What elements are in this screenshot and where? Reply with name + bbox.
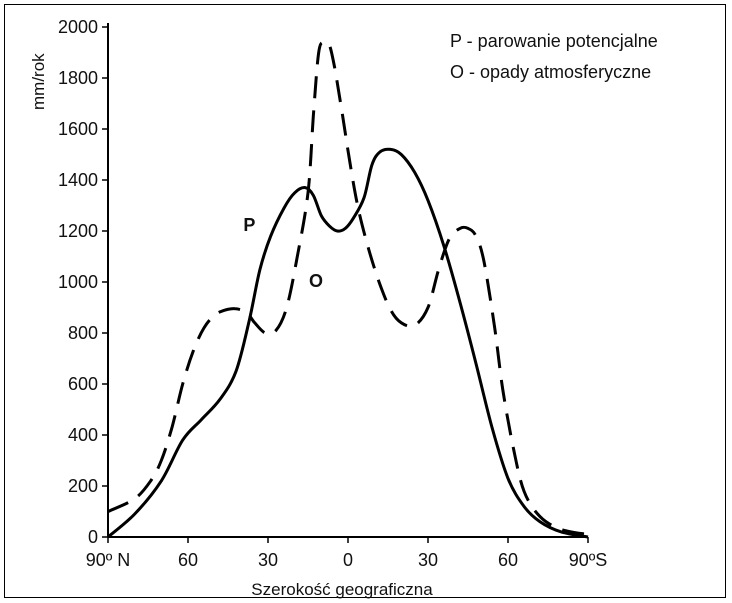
- x-tick-label-4: 30: [418, 550, 438, 570]
- series-line-o: [107, 39, 589, 536]
- x-tick-label-2: 30: [258, 550, 278, 570]
- x-tick-label-6: 90ºS: [569, 550, 608, 570]
- y-tick-label-800: 800: [68, 323, 98, 343]
- legend-entry-p: P - parowanie potencjalne: [450, 31, 658, 51]
- legend-entry-o: O - opady atmosferyczne: [450, 62, 651, 82]
- curve-label-o: O: [309, 271, 323, 291]
- y-tick-label-0: 0: [88, 527, 98, 547]
- y-tick-label-2000: 2000: [58, 17, 98, 37]
- chart-frame: [4, 4, 726, 598]
- y-tick-label-200: 200: [68, 476, 98, 496]
- x-tick-label-1: 60: [178, 550, 198, 570]
- x-tick-label-3: 0: [343, 550, 353, 570]
- series-line-p: [107, 147, 589, 539]
- y-tick-label-600: 600: [68, 374, 98, 394]
- y-axis-label: mm/rok: [29, 53, 48, 110]
- x-tick-label-5: 60: [498, 550, 518, 570]
- y-tick-label-1800: 1800: [58, 68, 98, 88]
- y-tick-label-1000: 1000: [58, 272, 98, 292]
- x-tick-label-0: 90º N: [86, 550, 131, 570]
- x-axis-label: Szerokość geograficzna: [251, 580, 433, 599]
- y-tick-label-1200: 1200: [58, 221, 98, 241]
- curve-label-p: P: [243, 215, 255, 235]
- y-tick-label-400: 400: [68, 425, 98, 445]
- y-tick-label-1600: 1600: [58, 119, 98, 139]
- y-tick-label-1400: 1400: [58, 170, 98, 190]
